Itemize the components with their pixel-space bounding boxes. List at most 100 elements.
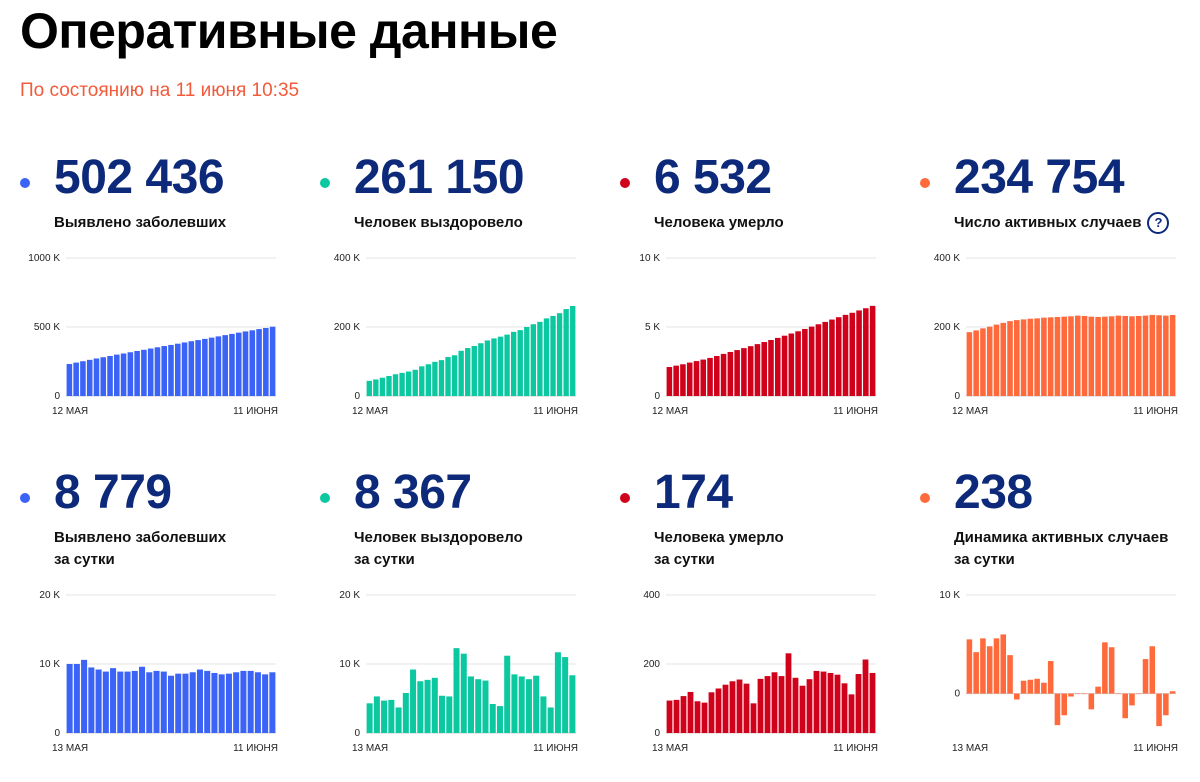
x-tick-label-last: 11 ИЮНЯ [1133, 406, 1178, 417]
bar [1061, 693, 1068, 716]
bar [693, 361, 700, 396]
bar [1027, 679, 1034, 694]
bar [405, 371, 412, 396]
bar [1149, 314, 1156, 396]
bar [131, 670, 138, 733]
card-daily-recovered: 8 367 Человек выздоровело за сутки 0 10 K 2… [318, 465, 608, 775]
bar [1068, 316, 1074, 396]
bar [100, 357, 107, 396]
bar [1108, 647, 1115, 694]
bar [460, 653, 467, 733]
y-tick-label: 200 K [334, 322, 360, 333]
bar [1102, 642, 1108, 694]
question-circle-icon[interactable]: ? [1147, 212, 1170, 235]
bar [263, 327, 269, 396]
chart-daily-active-change: 0 10 K 13 МАЯ 11 ИЮНЯ [939, 590, 1178, 754]
series-dot [920, 493, 930, 503]
bar [117, 671, 124, 733]
bar [1047, 317, 1054, 396]
y-tick-label: 0 [954, 689, 960, 700]
y-tick-label: 400 [643, 590, 660, 601]
bar [497, 336, 504, 396]
bar [722, 684, 729, 733]
bar [425, 364, 432, 396]
bar [482, 680, 489, 733]
bar [781, 335, 788, 396]
bar [86, 359, 93, 396]
metric-label: Человек выздоровело за сутки [354, 527, 523, 571]
x-tick-label-first: 13 МАЯ [952, 743, 988, 754]
bar [242, 331, 249, 396]
metric-label: Человека умерло [654, 212, 784, 234]
bar [1081, 315, 1088, 396]
bar [388, 699, 395, 733]
bar [518, 676, 525, 733]
metric-label-line1: Человека умерло [654, 529, 784, 546]
x-tick-label-first: 13 МАЯ [652, 743, 688, 754]
bar [489, 704, 496, 733]
bar [431, 677, 438, 733]
bar [167, 675, 175, 733]
metric-label: Выявлено заболевших [54, 212, 226, 234]
x-tick-label-first: 13 МАЯ [52, 743, 88, 754]
metric-label: Число активных случаев? [954, 212, 1170, 235]
chart-daily-deaths: 0 200 400 13 МАЯ 11 ИЮНЯ [643, 590, 878, 754]
bar [134, 351, 140, 396]
bar [530, 324, 537, 396]
bar [849, 312, 856, 396]
x-tick-label-last: 11 ИЮНЯ [1133, 743, 1178, 754]
bar [1027, 318, 1034, 396]
bar [373, 696, 380, 733]
bar [127, 352, 134, 396]
bar [757, 678, 764, 733]
y-tick-label: 200 K [934, 322, 960, 333]
bar [863, 308, 869, 396]
card-daily-deaths: 174 Человека умерло за сутки 0 200 400 13 МА… [618, 465, 908, 775]
bar [741, 348, 747, 396]
y-tick-label: 10 K [939, 590, 960, 601]
bar [215, 336, 222, 396]
card-daily-cases: 8 779 Выявлено заболевших за сутки 0 10 K 2… [18, 465, 308, 775]
chart-daily-recovered: 0 10 K 20 K 13 МАЯ 11 ИЮНЯ [339, 590, 578, 754]
bar [673, 365, 679, 396]
bar [141, 349, 147, 396]
bar [1169, 315, 1176, 396]
bar [410, 669, 417, 733]
y-tick-label: 500 K [34, 322, 60, 333]
metric-value: 174 [654, 466, 733, 519]
bar [1061, 316, 1068, 396]
y-tick-label: 20 K [39, 590, 60, 601]
bar [1135, 693, 1142, 695]
bar [547, 707, 554, 733]
bar [834, 674, 841, 733]
y-tick-label: 0 [354, 728, 360, 739]
bar [680, 364, 686, 396]
bar [511, 674, 518, 733]
bar [554, 652, 561, 733]
bar [747, 346, 754, 396]
bar [147, 348, 154, 396]
x-tick-label-last: 11 ИЮНЯ [833, 743, 878, 754]
page-title: Оперативные данные [20, 3, 558, 59]
bar [80, 361, 86, 396]
bar [1034, 318, 1040, 397]
bar [1074, 693, 1081, 695]
metric-value: 238 [954, 466, 1033, 519]
bar [504, 655, 511, 733]
x-tick-label-last: 11 ИЮНЯ [233, 743, 278, 754]
bar [525, 679, 532, 733]
bar [114, 354, 120, 396]
bar [1122, 693, 1128, 719]
bar [550, 315, 556, 396]
bar [1149, 646, 1156, 694]
bar [402, 692, 409, 733]
y-tick-label: 0 [654, 391, 660, 402]
bar [66, 664, 73, 733]
bar [139, 666, 146, 733]
bar [417, 681, 424, 733]
bar [869, 305, 876, 396]
bar [855, 674, 862, 733]
bar [1129, 693, 1135, 706]
bar [188, 341, 195, 396]
card-daily-active-change: 238 Динамика активных случаев за сутки 0 1… [918, 465, 1200, 775]
